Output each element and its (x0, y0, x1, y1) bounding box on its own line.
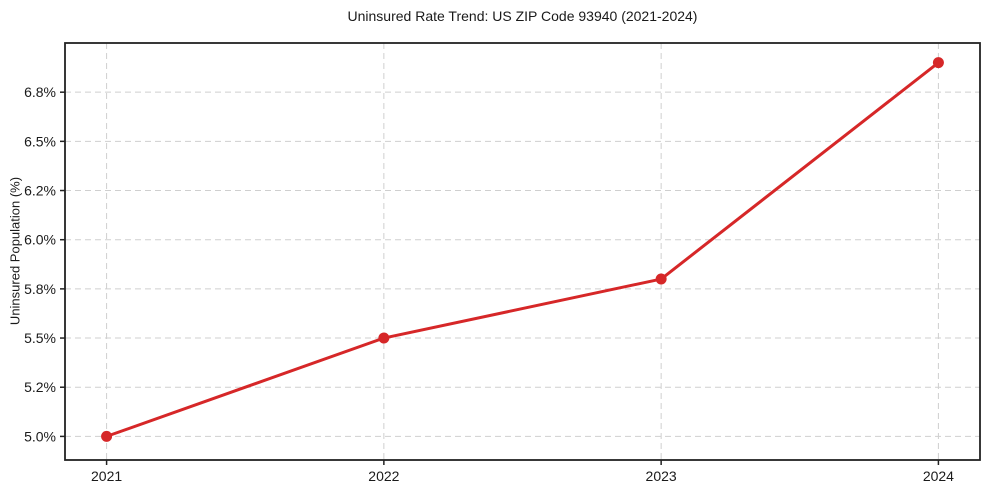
y-tick-label: 6.8% (24, 84, 56, 100)
y-tick-label: 5.0% (24, 428, 56, 444)
axes-frame (64, 42, 981, 461)
data-point-2022 (378, 332, 390, 344)
data-point-2024 (932, 57, 944, 69)
x-tick-label: 2024 (923, 468, 954, 484)
x-tick-label: 2023 (646, 468, 677, 484)
y-tick-label: 5.5% (24, 330, 56, 346)
y-tick-label: 6.2% (24, 183, 56, 199)
y-tick-label: 5.2% (24, 379, 56, 395)
y-tick-label: 6.5% (24, 133, 56, 149)
y-axis-label-text: Uninsured Population (%) (7, 176, 23, 326)
x-tick-label: 2021 (91, 468, 122, 484)
x-tick-label: 2022 (368, 468, 399, 484)
data-point-2021 (101, 430, 113, 442)
trend-line (105, 61, 940, 438)
y-tick-label: 5.8% (24, 281, 56, 297)
data-point-2023 (655, 273, 667, 285)
y-tick-label: 6.0% (24, 232, 56, 248)
chart-title: Uninsured Rate Trend: US ZIP Code 93940 … (347, 8, 698, 24)
